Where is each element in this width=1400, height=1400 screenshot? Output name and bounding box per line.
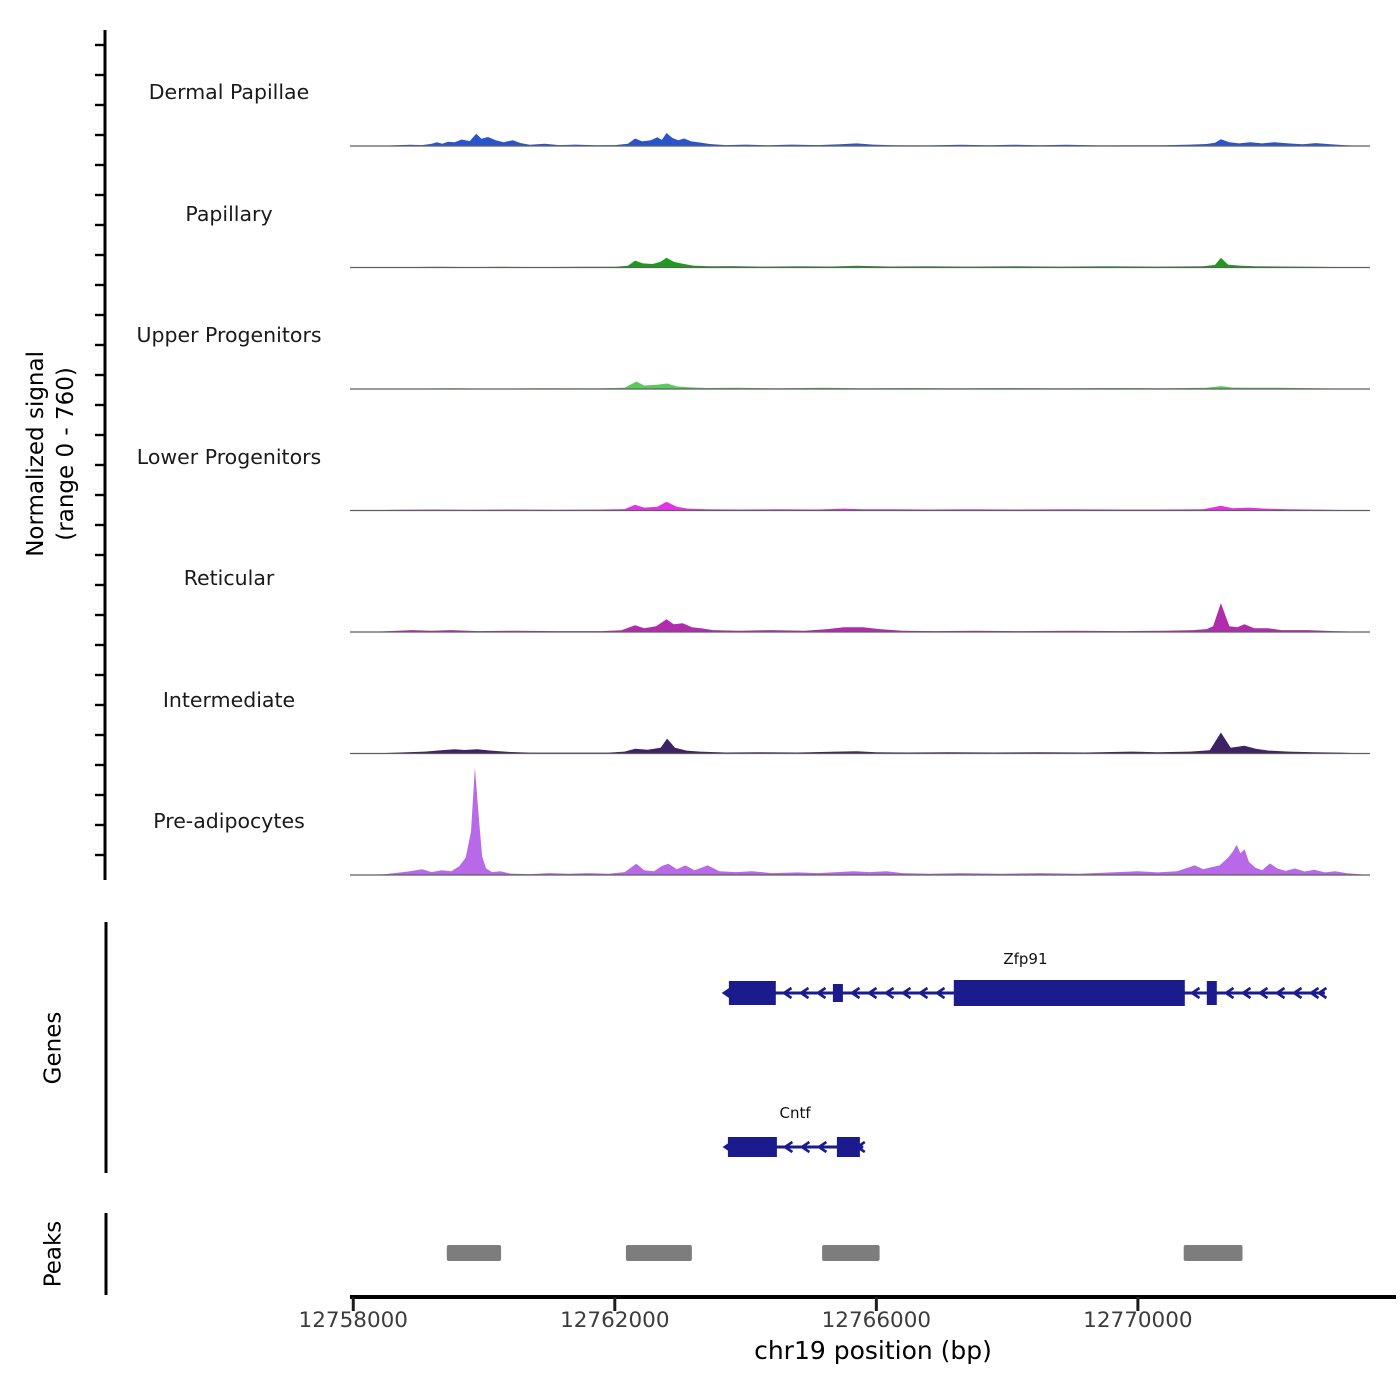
- track-label-pre-adipocytes: Pre-adipocytes: [153, 809, 305, 833]
- signal-track-dermal-papillae: [350, 133, 1370, 147]
- gene-exon: [727, 1137, 777, 1157]
- peak-region: [822, 1245, 880, 1261]
- gene-exon: [728, 981, 776, 1005]
- strand-arrow-left-icon: [1316, 986, 1328, 1000]
- signal-area-lower-progenitors: [350, 501, 1370, 511]
- gene-exon: [832, 984, 843, 1002]
- strand-arrow-left-icon: [900, 986, 912, 1000]
- strand-arrow-left-icon: [1308, 986, 1320, 1000]
- y-axis-label-text: Normalized signal (range 0 - 760): [22, 351, 82, 557]
- x-tick-label-3: 12770000: [1083, 1308, 1193, 1333]
- peaks-track: [446, 1245, 1243, 1261]
- peaks-axis-label-text: Peaks: [39, 1220, 66, 1288]
- x-tick-label-0: 12758000: [298, 1308, 408, 1333]
- signal-area-pre-adipocytes: [350, 767, 1370, 875]
- signal-area-upper-progenitors: [350, 381, 1370, 389]
- strand-arrow-left-icon: [866, 986, 878, 1000]
- strand-arrow-left-icon: [798, 986, 810, 1000]
- x-axis-title: chr19 position (bp): [754, 1336, 992, 1365]
- track-label-dermal-papillae: Dermal Papillae: [148, 80, 310, 104]
- track-label-intermediate: Intermediate: [162, 687, 296, 712]
- gene-name-zfp91: Zfp91: [1003, 950, 1048, 968]
- y-axis-label: Normalized signal (range 0 - 760): [0, 25, 104, 883]
- signal-track-pre-adipocytes: [350, 767, 1370, 876]
- gene-exon: [836, 1137, 860, 1157]
- track-label-papillary: Papillary: [185, 201, 273, 226]
- peak-region: [625, 1245, 692, 1261]
- gene-exon: [1206, 981, 1217, 1005]
- genes-axis-label: Genes: [6, 922, 100, 1174]
- strand-arrow-left-icon: [781, 986, 793, 1000]
- peak-region: [446, 1245, 502, 1261]
- strand-arrow-left-icon: [1257, 986, 1269, 1000]
- y-axis-label-line2: (range 0 - 760): [53, 367, 79, 541]
- y-axis-label-line1: Normalized signal: [23, 351, 50, 557]
- signal-area-papillary: [350, 257, 1370, 268]
- signal-area-reticular: [350, 603, 1370, 632]
- signal-track-papillary: [350, 257, 1370, 269]
- x-axis: [350, 1295, 1396, 1311]
- signal-axis-spine: [95, 30, 107, 880]
- strand-arrow-left-icon: [917, 986, 929, 1000]
- strand-arrow-left-icon: [799, 1140, 811, 1154]
- peak-region: [1183, 1245, 1243, 1261]
- track-label-reticular: Reticular: [183, 566, 275, 590]
- signal-track-intermediate: [350, 732, 1370, 755]
- track-label-upper-progenitors: Upper Progenitors: [136, 323, 322, 347]
- gene-exon: [953, 980, 1185, 1006]
- strand-arrow-left-icon: [934, 986, 946, 1000]
- signal-track-upper-progenitors: [350, 381, 1370, 390]
- strand-arrow-left-icon: [782, 1140, 794, 1154]
- strand-arrow-left-icon: [1223, 986, 1235, 1000]
- genes-axis-label-text: Genes: [40, 1011, 66, 1085]
- track-label-lower-progenitors: Lower Progenitors: [136, 444, 322, 469]
- strand-arrow-left-icon: [849, 986, 861, 1000]
- x-tick-label-2: 12766000: [821, 1308, 932, 1333]
- signal-area-dermal-papillae: [350, 133, 1370, 146]
- strand-arrow-left-icon: [1240, 986, 1252, 1000]
- gene-model-cntf: [722, 1137, 866, 1157]
- strand-arrow-left-icon: [1274, 986, 1286, 1000]
- signal-track-reticular: [350, 603, 1370, 633]
- signal-track-lower-progenitors: [350, 501, 1370, 512]
- signal-area-intermediate: [350, 732, 1370, 754]
- gene-name-cntf: Cntf: [779, 1104, 811, 1122]
- strand-arrow-left-icon: [1189, 986, 1201, 1000]
- strand-arrow-left-icon: [815, 986, 827, 1000]
- x-tick-label-1: 12762000: [560, 1308, 670, 1333]
- strand-arrow-left-icon: [1291, 986, 1303, 1000]
- peaks-axis-label: Peaks: [6, 1208, 100, 1300]
- strand-arrow-left-icon: [883, 986, 895, 1000]
- gene-model-zfp91: [721, 980, 1328, 1006]
- strand-arrow-left-icon: [816, 1140, 828, 1154]
